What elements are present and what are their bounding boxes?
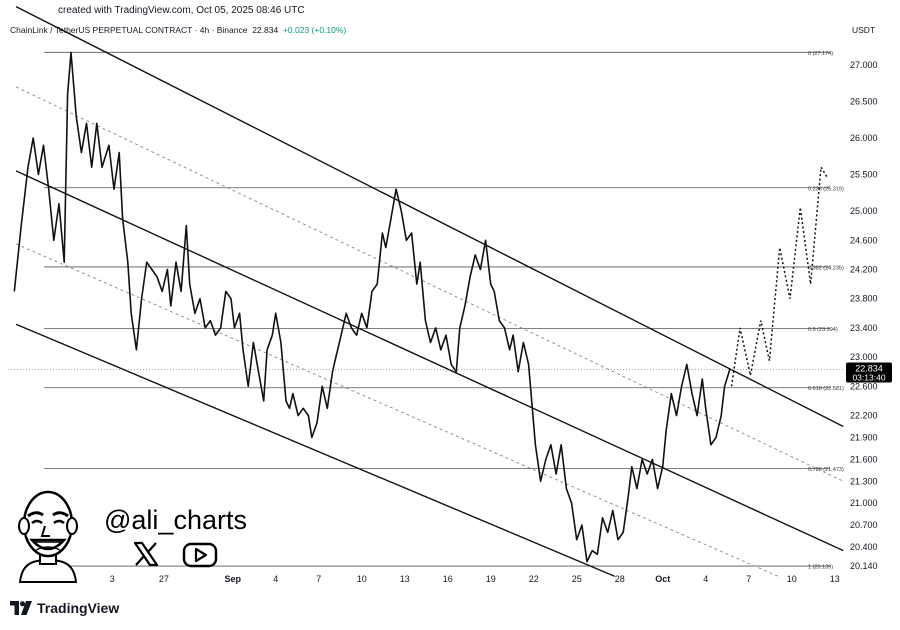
author-handle: @ali_charts [104,505,247,535]
price-change: +0.023 (+0.10%) [282,25,347,35]
fib-label: 0.5 (23.394) [808,327,838,333]
y-tick-label: 21.900 [850,432,878,442]
y-tick-label: 20.140 [850,561,878,571]
projection-line [730,164,829,387]
x-tick-label: 7 [746,574,751,584]
x-tick-label: 10 [787,574,797,584]
x-tick-label: 28 [615,574,625,584]
x-tick-label: 13 [400,574,410,584]
y-tick-label: 24.200 [850,264,878,274]
y-tick-label: 25.000 [850,206,878,216]
channel-midline [15,243,779,577]
last-price: 22.834 [252,25,279,35]
y-tick-label: 25.500 [850,170,878,180]
fib-levels: 0 (27.174) 0.236 (25.319) 0.382 (24.235) 0.… [44,51,844,571]
symbol-name[interactable]: ChainLink / TetherUS PERPETUAL CONTRACT … [10,25,248,35]
x-tick-label: 10 [357,574,367,584]
x-tick-label: 4 [703,574,708,584]
tradingview-logo[interactable]: TradingView [10,600,119,616]
x-tick-label: 27 [159,574,169,584]
tradingview-label: TradingView [37,600,120,616]
y-axis: 27.000 26.500 26.000 25.500 25.000 24.600 24.2… [850,60,878,571]
x-tick-label: 19 [486,574,496,584]
channel-lines [15,5,844,577]
fib-label: 1 (20.139) [808,565,833,571]
fib-label: 0.618 (22.581) [808,386,844,392]
tradingview-logo-icon [10,601,32,615]
y-tick-label: 23.800 [850,294,878,304]
bar-countdown: 03:13:40 [852,373,885,383]
price-series [8,51,845,563]
y-tick-label: 22.600 [850,381,878,391]
x-tick-label: 25 [572,574,582,584]
y-tick-label: 24.600 [850,235,878,245]
x-axis: 31327Sep4710131619222528Oct471013 [21,574,839,584]
y-tick-label: 21.300 [850,476,878,486]
avatar-icon [18,490,78,583]
symbol-info: ChainLink / TetherUS PERPETUAL CONTRACT … [10,25,346,35]
channel-line [15,323,615,577]
last-price-value: 22.834 [855,364,883,374]
fib-label: 0 (27.174) [808,51,833,57]
x-tick-label: 3 [110,574,115,584]
y-tick-label: 20.400 [850,542,878,552]
y-tick-label: 23.000 [850,352,878,362]
channel-midline [15,86,844,482]
y-tick-label: 26.500 [850,97,878,107]
last-price-badge [846,362,892,383]
fib-label: 0.382 (24.235) [808,265,844,271]
y-tick-label: 21.600 [850,454,878,464]
x-tick-label: 7 [316,574,321,584]
price-line [13,51,731,563]
y-tick-label: 27.000 [850,60,878,70]
y-tick-label: 23.400 [850,323,878,333]
x-tick-label: Sep [224,574,241,584]
chart-credit: created with TradingView.com, Oct 05, 20… [58,5,305,16]
channel-line [15,170,844,552]
fib-label: 0.236 (25.319) [808,186,844,192]
y-tick-label: 26.000 [850,133,878,143]
channel-line [15,5,844,428]
currency-unit[interactable]: USDT [852,25,876,35]
youtube-icon[interactable] [182,542,218,568]
fib-label: 0.786 (21.473) [808,467,844,473]
x-tick-label: 4 [273,574,278,584]
x-tick-label: 13 [830,574,840,584]
y-tick-label: 21.000 [850,498,878,508]
y-tick-label: 20.700 [850,520,878,530]
x-tick-label: 16 [443,574,453,584]
x-icon[interactable] [132,540,160,568]
y-tick-label: 22.200 [850,411,878,421]
x-tick-label: 22 [529,574,539,584]
x-tick-label: Oct [655,574,670,584]
